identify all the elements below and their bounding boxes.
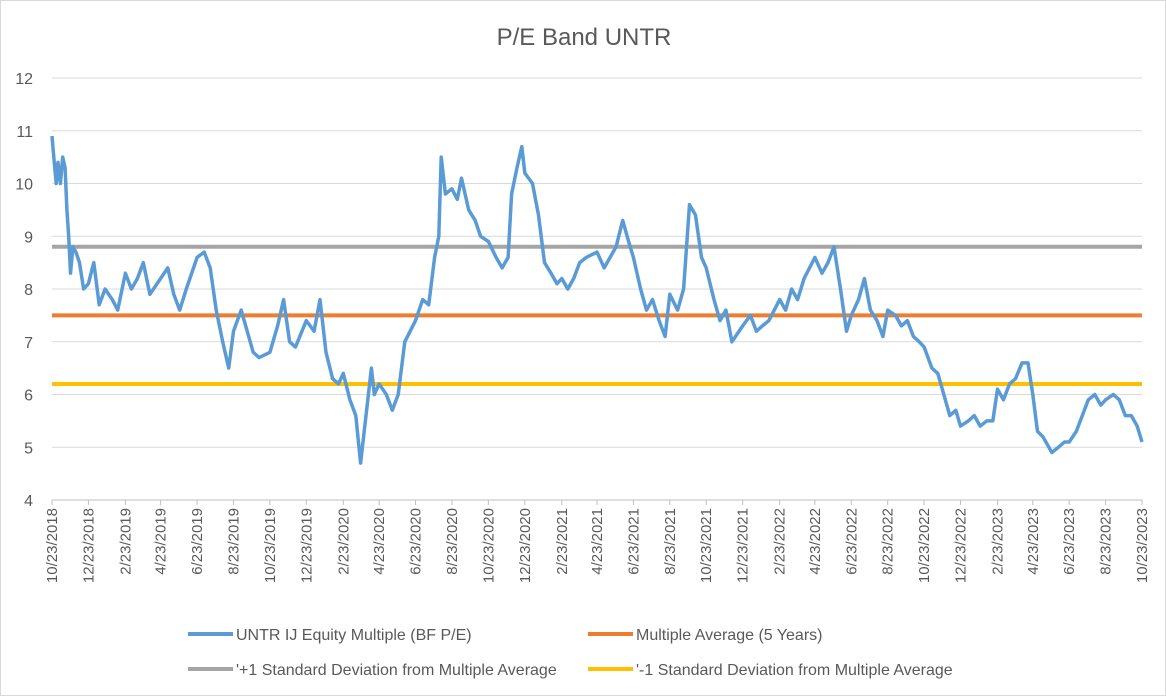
x-tick-label: 10/23/2019 bbox=[262, 508, 279, 583]
x-tick-label: 8/23/2021 bbox=[662, 508, 679, 575]
x-tick-label: 2/23/2023 bbox=[990, 508, 1007, 575]
series-line-0 bbox=[50, 135, 1144, 465]
y-tick-label: 11 bbox=[16, 124, 33, 141]
x-tick-label: 10/23/2022 bbox=[916, 508, 933, 583]
legend: UNTR IJ Equity Multiple (BF P/E) Multiple… bbox=[188, 627, 953, 679]
y-tick-label: 8 bbox=[24, 282, 33, 299]
y-tick-label: 7 bbox=[24, 335, 33, 352]
x-tick-label: 12/23/2020 bbox=[517, 508, 534, 583]
x-tick-label: 6/23/2023 bbox=[1061, 508, 1078, 575]
x-tick-label: 2/23/2022 bbox=[772, 508, 789, 575]
x-tick-label: 8/23/2023 bbox=[1098, 508, 1115, 575]
x-tick-label: 8/23/2020 bbox=[444, 508, 461, 575]
y-tick-label: 5 bbox=[24, 440, 33, 457]
x-tick-label: 10/23/2018 bbox=[44, 508, 61, 583]
gridlines bbox=[52, 77, 1142, 501]
x-tick-label: 12/23/2018 bbox=[80, 508, 97, 583]
legend-label: '-1 Standard Deviation from Multiple Ave… bbox=[636, 662, 953, 679]
x-tick-label: 12/23/2022 bbox=[953, 508, 970, 583]
x-tick-label: 12/23/2021 bbox=[735, 508, 752, 583]
y-tick-label: 6 bbox=[24, 388, 33, 405]
x-tick-label: 4/23/2020 bbox=[371, 508, 388, 575]
y-tick-label: 12 bbox=[15, 71, 33, 88]
series-lines bbox=[50, 135, 1144, 465]
legend-label: UNTR IJ Equity Multiple (BF P/E) bbox=[236, 627, 472, 644]
x-tick-label: 10/23/2023 bbox=[1134, 508, 1151, 583]
y-tick-label: 10 bbox=[15, 177, 33, 194]
x-tick-label: 2/23/2021 bbox=[554, 508, 571, 575]
legend-label: Multiple Average (5 Years) bbox=[636, 627, 822, 644]
x-tick-label: 2/23/2020 bbox=[335, 508, 352, 575]
legend-label: '+1 Standard Deviation from Multiple Ave… bbox=[236, 662, 557, 679]
y-tick-label: 9 bbox=[24, 229, 33, 246]
x-tick-label: 4/23/2023 bbox=[1025, 508, 1042, 575]
x-tick-label: 10/23/2021 bbox=[698, 508, 715, 583]
x-axis-ticks: 10/23/2018 12/23/2018 2/23/2019 4/23/2019 6/… bbox=[44, 500, 1151, 583]
x-tick-label: 4/23/2019 bbox=[153, 508, 170, 575]
x-tick-label: 6/23/2020 bbox=[408, 508, 425, 575]
x-tick-label: 8/23/2019 bbox=[225, 508, 242, 575]
x-tick-label: 8/23/2022 bbox=[880, 508, 897, 575]
x-tick-label: 4/23/2022 bbox=[807, 508, 824, 575]
x-tick-label: 12/23/2019 bbox=[298, 508, 315, 583]
x-tick-label: 6/23/2019 bbox=[189, 508, 206, 575]
y-tick-label: 4 bbox=[24, 493, 33, 510]
x-tick-label: 4/23/2021 bbox=[589, 508, 606, 575]
x-tick-label: 6/23/2021 bbox=[625, 508, 642, 575]
x-tick-label: 2/23/2019 bbox=[117, 508, 134, 575]
x-tick-label: 10/23/2020 bbox=[480, 508, 497, 583]
y-axis-ticks: 4 5 6 7 8 9 10 11 12 bbox=[15, 71, 33, 510]
x-tick-label: 6/23/2022 bbox=[843, 508, 860, 575]
chart-title: P/E Band UNTR bbox=[497, 24, 672, 51]
